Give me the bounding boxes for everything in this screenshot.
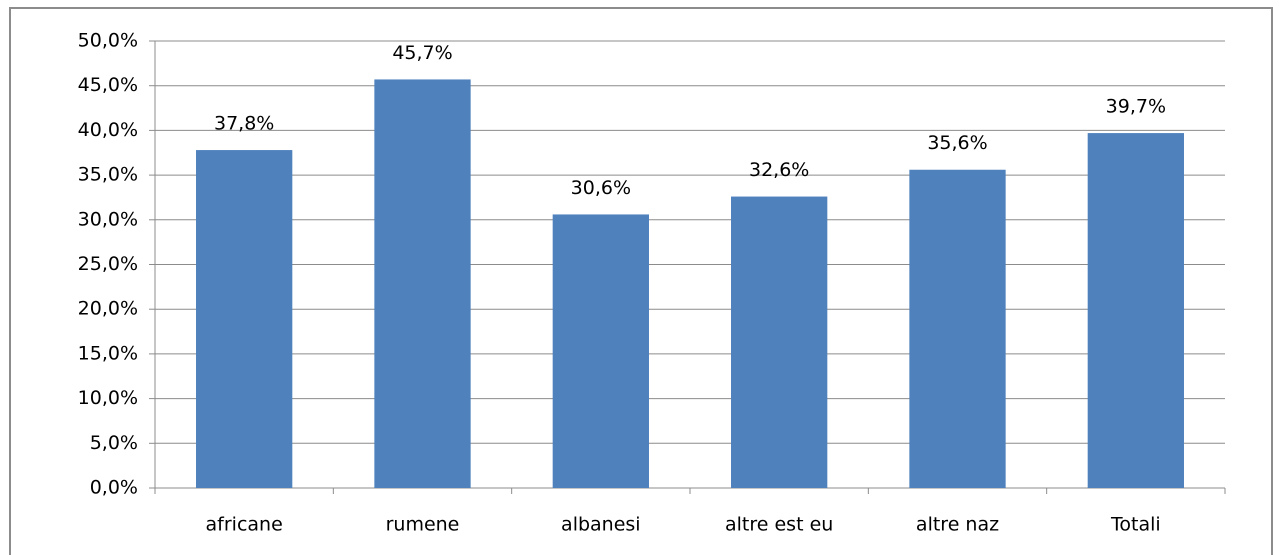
y-tick-label: 45,0% (78, 74, 138, 96)
data-label: 39,7% (1106, 96, 1166, 118)
bar (196, 150, 293, 488)
y-tick-label: 0,0% (90, 477, 138, 499)
x-tick-label: africane (206, 514, 283, 536)
x-tick-label: Totali (1110, 514, 1161, 536)
y-tick-label: 30,0% (78, 208, 138, 230)
data-label: 45,7% (392, 42, 452, 64)
y-tick-label: 5,0% (90, 432, 138, 454)
x-tick-label: altre naz (916, 514, 999, 536)
data-label: 35,6% (927, 132, 987, 154)
data-label: 37,8% (214, 113, 274, 135)
bar (731, 196, 828, 488)
data-label: 30,6% (571, 177, 631, 199)
x-tick-label: albanesi (561, 514, 641, 536)
data-label: 32,6% (749, 159, 809, 181)
bar (374, 79, 471, 488)
bar (552, 214, 649, 488)
y-tick-label: 50,0% (78, 30, 138, 52)
y-tick-label: 25,0% (78, 253, 138, 275)
y-tick-label: 20,0% (78, 298, 138, 320)
y-tick-label: 40,0% (78, 119, 138, 141)
y-tick-label: 15,0% (78, 342, 138, 364)
bar (1087, 133, 1184, 488)
x-tick-label: altre est eu (725, 514, 833, 536)
x-tick-label: rumene (386, 514, 460, 536)
y-tick-label: 10,0% (78, 387, 138, 409)
y-tick-label: 35,0% (78, 164, 138, 186)
bar (909, 169, 1006, 488)
